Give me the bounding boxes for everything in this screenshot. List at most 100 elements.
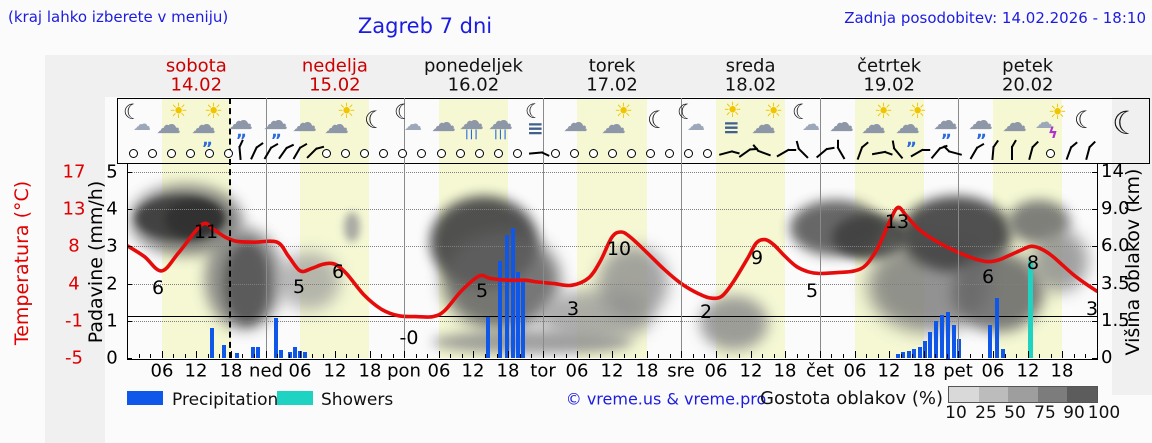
cloud-icon: ☁: [825, 100, 861, 146]
wind-calm-icon: [182, 145, 198, 161]
cloud-tick-label: 1.5: [1101, 310, 1130, 331]
wind-calm-icon: [337, 145, 353, 161]
cloudS-glyph: ☁: [133, 114, 151, 135]
temp-axis-title: Temperatura (°C): [11, 180, 33, 346]
precipitation-bar: [988, 325, 992, 358]
moon-glyph: ☾: [364, 106, 386, 134]
axis-tick-mark: [1092, 321, 1097, 322]
precipitation-bar: [256, 347, 260, 358]
x-minor-tick: [173, 354, 174, 358]
x-tick-label: čet: [805, 360, 835, 382]
precipitation-bar: [923, 341, 927, 358]
wind-calm-icon: [163, 145, 179, 161]
day-name: četrtek: [857, 55, 922, 77]
temp-value-label: 13: [884, 211, 910, 233]
precipitation-bar: [896, 354, 900, 358]
density-scale-label: 25: [975, 403, 997, 423]
precip-tick-label: 5: [106, 161, 118, 183]
x-minor-tick: [774, 354, 775, 358]
cloud-drizzle-icon: ☁ „: [929, 100, 965, 146]
fog-sun-icon: ☀ ≡: [715, 100, 751, 146]
moon-icon: ☾: [1067, 100, 1103, 146]
x-minor-tick: [358, 354, 359, 358]
wind-barb-icon: [1004, 139, 1020, 161]
cloud-tick-label: 9.0: [1101, 198, 1130, 219]
x-tick-label: 06: [288, 360, 312, 382]
precipitation-bar: [957, 339, 961, 358]
cloud-drizzle-icon: ☁ „: [964, 100, 1000, 146]
temp-tick-label: -5: [65, 347, 83, 369]
cloud-glyph: ☁: [601, 110, 626, 139]
cloud-glyph: ☁: [895, 110, 920, 139]
driz-glyph: „: [976, 122, 988, 142]
temp-value-label: -0: [399, 327, 419, 349]
x-tick-label: tor: [530, 360, 556, 382]
axis-tick-mark: [127, 321, 132, 322]
fog-moon-icon: ☾ ≡: [519, 100, 555, 146]
precipitation-bar: [918, 347, 922, 358]
temp-tick-label: 13: [62, 198, 86, 220]
x-minor-tick: [323, 354, 324, 358]
wind-calm-icon: [642, 145, 658, 161]
precip-tick-label: 1: [106, 310, 118, 332]
sun-glyph: ☀: [908, 99, 927, 123]
x-minor-tick: [624, 354, 625, 358]
showers-swatch: [277, 391, 313, 405]
x-minor-tick: [346, 354, 347, 358]
gridline-dotted: [127, 320, 1097, 322]
precipitation-legend-label: Precipitation: [172, 390, 279, 410]
precipitation-bar: [293, 347, 297, 358]
copyright-link[interactable]: © vreme.us & vreme.pro: [565, 389, 767, 409]
x-minor-tick: [450, 354, 451, 358]
cloud-tick-label: 3.5: [1101, 273, 1130, 294]
axis-tick-mark: [1092, 246, 1097, 247]
cloud-icon: ☁: [288, 100, 324, 146]
moon-glyph: ☾: [792, 100, 811, 124]
wind-barb-icon: [984, 139, 1001, 161]
precipitation-bar: [288, 352, 292, 358]
wind-calm-icon: [604, 145, 620, 161]
temp-value-label: 2: [699, 301, 713, 323]
rain-glyph: |||: [465, 129, 479, 140]
moon-glyph: ☾: [123, 100, 142, 124]
x-minor-tick: [935, 354, 936, 358]
density-scale-label: 75: [1034, 403, 1056, 423]
sun-cloud-icon: ☀ ☁: [750, 100, 786, 146]
density-scale-segment: [1008, 387, 1038, 402]
wind-calm-icon: [220, 145, 236, 161]
x-tick-label: 18: [219, 360, 243, 382]
x-minor-tick: [427, 354, 428, 358]
x-minor-tick: [370, 351, 371, 358]
wind-barb-icon: [527, 144, 550, 161]
precipitation-bar: [222, 345, 226, 358]
x-minor-tick: [162, 351, 163, 358]
wind-calm-icon: [144, 145, 160, 161]
precipitation-bar: [521, 280, 525, 358]
sun-cloud-drizzle-icon: ☀ ☁ „: [190, 100, 226, 150]
x-minor-tick: [681, 351, 682, 358]
density-scale-segment: [1067, 387, 1097, 402]
cloud-glyph: ☁: [861, 110, 886, 139]
wind-calm-icon: [375, 145, 391, 161]
menu-hint: (kraj lahko izberete v meniju): [8, 8, 229, 26]
day-name: sreda: [725, 55, 776, 77]
wind-calm-icon: [318, 145, 334, 161]
x-minor-tick: [901, 354, 902, 358]
sun-glyph: ☀: [337, 99, 356, 123]
driz-glyph: „: [236, 122, 248, 142]
axis-tick-mark: [1092, 209, 1097, 210]
density-scale-label: 90: [1063, 403, 1085, 423]
cloud-glyph: ☁: [751, 110, 776, 139]
driz-glyph: „: [202, 130, 214, 150]
sun-glyph: ☀: [874, 99, 893, 123]
left-margin-strip: [45, 55, 105, 443]
x-tick-label: 18: [635, 360, 659, 382]
temp-value-label: 5: [475, 280, 489, 302]
sun-glyph: ☀: [764, 99, 783, 123]
cloud-icon: ☁: [998, 100, 1034, 146]
precipitation-bar: [901, 352, 905, 358]
rain-glyph: |||: [494, 129, 508, 140]
x-minor-tick: [266, 351, 267, 358]
precipitation-bar: [210, 328, 214, 358]
